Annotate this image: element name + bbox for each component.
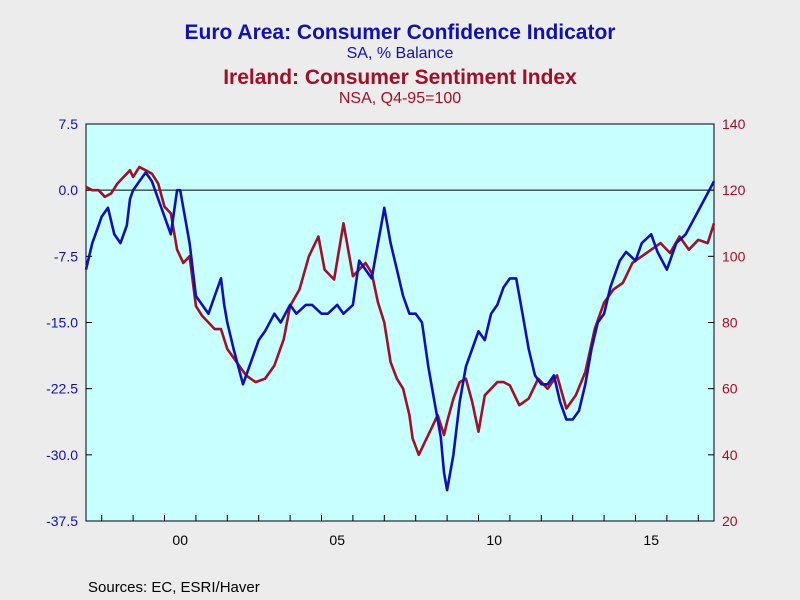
y-right-tick-label: 80 (722, 315, 738, 331)
y-left-tick-label: -7.5 (54, 248, 78, 264)
x-tick-label: 05 (329, 532, 345, 548)
chart-title-2: Ireland: Consumer Sentiment Index (223, 66, 577, 89)
chart-subtitle-2: NSA, Q4-95=100 (339, 90, 461, 107)
series-line-left (84, 171, 716, 492)
y-left-tick-label: 7.5 (59, 116, 79, 132)
y-right-tick-label: 140 (722, 116, 746, 132)
y-right-tick-label: 120 (722, 182, 746, 198)
y-right-tick-label: 20 (722, 513, 738, 529)
y-right-tick-label: 100 (722, 248, 746, 264)
y-left-tick-label: 0.0 (59, 182, 79, 198)
x-tick-label: 00 (172, 532, 188, 548)
y-left-tick-label: -22.5 (46, 381, 78, 397)
chart-title-1: Euro Area: Consumer Confidence Indicator (185, 21, 616, 44)
y-left-tick-label: -37.5 (46, 513, 78, 529)
y-right-tick-label: 40 (722, 447, 738, 463)
source-note: Sources: EC, ESRI/Haver (88, 579, 260, 596)
series-lines (84, 165, 716, 492)
chart-subtitle-1: SA, % Balance (347, 45, 454, 62)
y-right-tick-label: 60 (722, 381, 738, 397)
plot-area (85, 123, 715, 522)
x-tick-label: 10 (486, 532, 502, 548)
x-tick-label: 15 (643, 532, 659, 548)
y-left-tick-label: -15.0 (46, 315, 78, 331)
axis-ticks: 7.5 0.0 -7.5 -15.0 -22.5 -30.0 -37.5 140 120 100 8… (46, 116, 745, 548)
y-left-tick-label: -30.0 (46, 447, 78, 463)
